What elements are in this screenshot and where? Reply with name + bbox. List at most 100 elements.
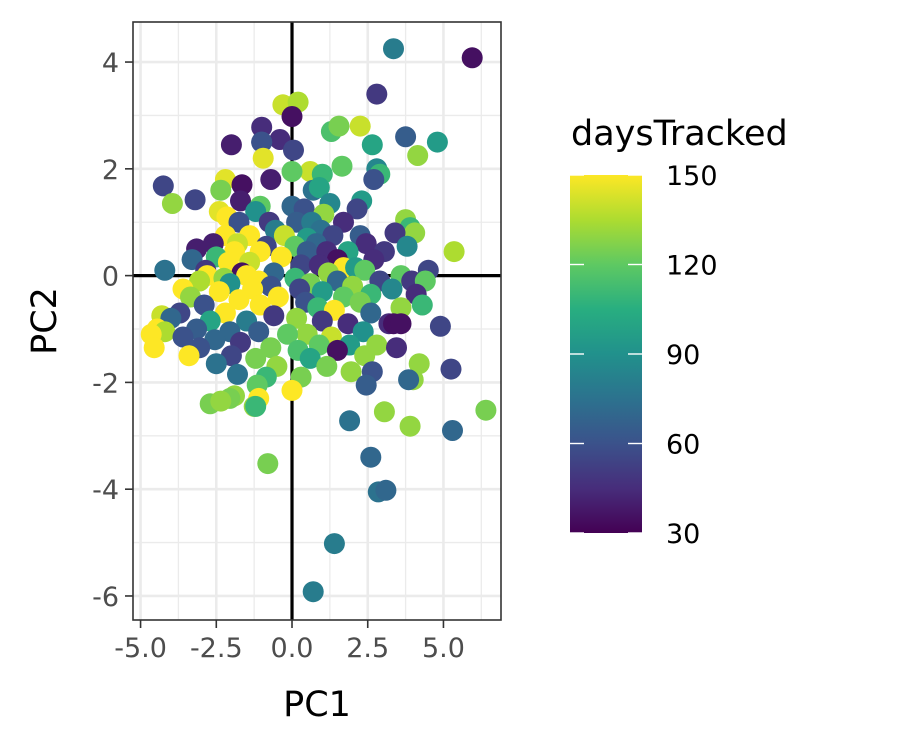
data-point (331, 155, 353, 177)
data-point (384, 222, 406, 244)
y-axis-ticks: -6 -4 -2 0 2 4 (92, 48, 133, 613)
data-point (281, 106, 303, 127)
data-point (396, 235, 418, 257)
data-point (360, 302, 382, 324)
color-legend: daysTracked 30 60 90 120 150 (570, 114, 788, 550)
data-point (355, 374, 377, 396)
data-point (390, 313, 412, 335)
y-tick-label: -4 (92, 475, 119, 506)
y-tick-label: -2 (92, 368, 119, 399)
data-point (363, 169, 385, 190)
data-point (245, 347, 267, 369)
y-tick-label: -6 (92, 582, 119, 613)
data-point (283, 139, 304, 161)
data-point (299, 347, 321, 369)
plot-border (132, 21, 502, 621)
data-point (386, 337, 407, 359)
data-point (328, 115, 350, 137)
x-axis-title: PC1 (283, 685, 351, 725)
data-point (260, 169, 282, 190)
data-point (354, 345, 376, 367)
x-axis-ticks: -5.0 -2.5 0.0 2.5 5.0 (114, 620, 465, 664)
data-point (395, 126, 417, 148)
data-point (355, 233, 377, 255)
data-points (140, 38, 497, 603)
data-point (231, 174, 253, 196)
data-point (143, 337, 165, 359)
data-point (390, 297, 412, 319)
data-point (408, 353, 430, 375)
data-point (442, 420, 463, 441)
y-tick-label: 0 (102, 262, 119, 293)
data-point (205, 353, 227, 375)
data-point (251, 131, 273, 153)
data-point (381, 278, 403, 300)
data-point (152, 175, 174, 197)
data-point (323, 533, 345, 555)
data-point (426, 131, 448, 153)
data-point (360, 446, 382, 468)
data-point (326, 339, 348, 361)
data-point (270, 246, 292, 268)
data-point (245, 395, 267, 417)
data-point (475, 399, 497, 421)
data-point (340, 361, 362, 383)
data-point (339, 410, 361, 432)
y-tick-label: 4 (102, 48, 119, 79)
y-tick-label: 2 (102, 155, 119, 186)
data-point (210, 179, 232, 201)
legend-label: 90 (666, 340, 700, 371)
data-point (172, 326, 194, 348)
data-point (352, 321, 374, 343)
data-point (311, 281, 333, 303)
data-point (411, 294, 433, 316)
data-point (178, 345, 200, 367)
data-point (208, 281, 230, 303)
data-point (267, 286, 289, 308)
data-point (311, 310, 333, 332)
data-point (407, 145, 429, 166)
data-point (228, 289, 250, 311)
data-point (354, 259, 376, 281)
data-point (286, 211, 308, 233)
data-point (260, 337, 282, 359)
data-point (375, 479, 397, 501)
x-tick-label: -2.5 (190, 633, 243, 664)
x-tick-label: 5.0 (422, 633, 465, 664)
data-point (257, 453, 279, 475)
data-point (429, 315, 451, 337)
data-point (316, 355, 338, 377)
data-point (302, 581, 324, 603)
data-point (349, 115, 371, 137)
data-point (193, 294, 215, 316)
legend-label: 120 (666, 251, 718, 282)
data-point (277, 323, 298, 345)
data-point (263, 305, 285, 327)
data-point (399, 415, 421, 437)
legend-label: 60 (666, 430, 700, 461)
legend-ticks: 30 60 90 120 150 (570, 161, 718, 550)
data-point (248, 321, 270, 343)
y-axis-title: PC2 (25, 287, 65, 355)
data-point (161, 193, 183, 214)
data-point (210, 390, 232, 412)
x-tick-label: 2.5 (346, 633, 389, 664)
data-point (281, 161, 303, 182)
legend-label: 150 (666, 161, 718, 192)
data-point (154, 259, 176, 281)
data-point (227, 363, 248, 385)
data-point (286, 307, 308, 329)
x-tick-label: -5.0 (114, 633, 167, 664)
legend-label: 30 (666, 519, 700, 550)
data-point (443, 241, 465, 263)
data-point (383, 38, 404, 60)
data-point (398, 369, 420, 391)
legend-title: daysTracked (571, 114, 788, 154)
data-point (366, 83, 388, 105)
data-point (189, 270, 211, 292)
data-point (251, 116, 273, 138)
x-tick-label: 0.0 (271, 633, 314, 664)
data-point (373, 401, 395, 423)
data-point (361, 134, 383, 156)
